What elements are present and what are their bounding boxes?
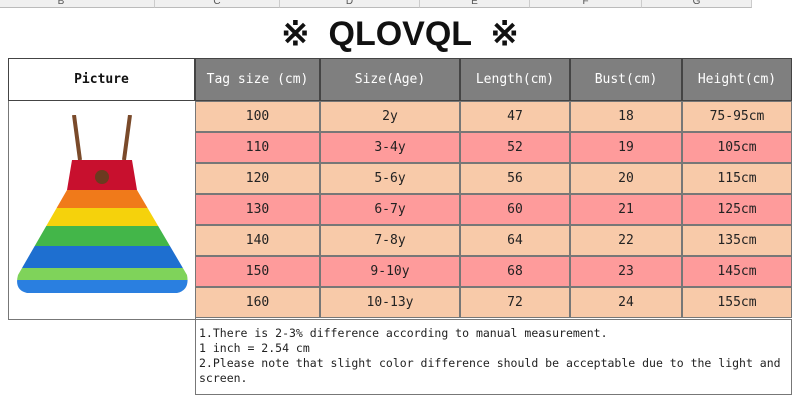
table-cell: 23 [570,256,682,287]
table-cell: 24 [570,287,682,318]
table-cell: 105cm [682,132,792,163]
table-cell: 160 [195,287,320,318]
table-cell: 5-6y [320,163,460,194]
table-cell: 100 [195,101,320,132]
header-cell: Height(cm) [682,58,792,101]
table-cell: 2y [320,101,460,132]
table-cell: 120 [195,163,320,194]
header-cell: Picture [8,58,195,101]
table-cell: 7-8y [320,225,460,256]
column-letter: D [280,0,420,8]
table-cell: 22 [570,225,682,256]
table-cell: 68 [460,256,570,287]
notes: 1.There is 2-3% difference according to … [195,319,792,395]
table-cell: 6-7y [320,194,460,225]
column-letter: F [530,0,642,8]
column-letter: E [420,0,530,8]
picture-cell [8,100,196,320]
table-cell: 60 [460,194,570,225]
column-letter: C [155,0,280,8]
table-cell: 3-4y [320,132,460,163]
table-cell: 145cm [682,256,792,287]
table-cell: 21 [570,194,682,225]
table-cell: 47 [460,101,570,132]
table-cell: 130 [195,194,320,225]
table-cell: 72 [460,287,570,318]
table-cell: 110 [195,132,320,163]
column-letter: G [642,0,752,8]
table-cell: 9-10y [320,256,460,287]
table-cell: 18 [570,101,682,132]
table-cell: 115cm [682,163,792,194]
table-cell: 10-13y [320,287,460,318]
header-cell: Bust(cm) [570,58,682,101]
note-line: 2.Please note that slight color differen… [199,356,781,385]
column-letter: B [0,0,155,8]
header-cell: Size(Age) [320,58,460,101]
note-line: 1.There is 2-3% difference according to … [199,326,608,340]
note-line: 1 inch = 2.54 cm [199,341,310,355]
table-cell: 75-95cm [682,101,792,132]
dress-image [17,115,188,293]
header-cell: Length(cm) [460,58,570,101]
table-cell: 20 [570,163,682,194]
table-cell: 19 [570,132,682,163]
table-cell: 125cm [682,194,792,225]
table-cell: 56 [460,163,570,194]
table-cell: 52 [460,132,570,163]
header-cell: Tag size (cm) [195,58,320,101]
table-cell: 135cm [682,225,792,256]
table-cell: 140 [195,225,320,256]
table-cell: 155cm [682,287,792,318]
title: ※ QLOVQL ※ [281,15,519,53]
table-cell: 64 [460,225,570,256]
table-cell: 150 [195,256,320,287]
